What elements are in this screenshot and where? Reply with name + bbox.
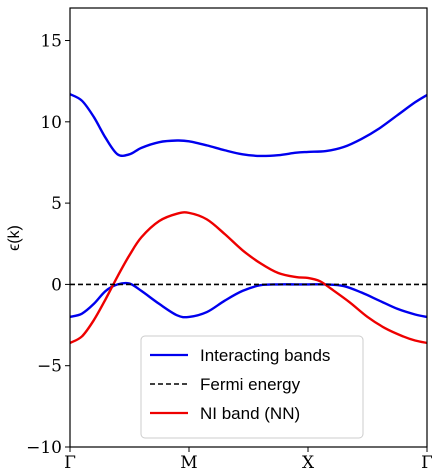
x-tick-label: X bbox=[302, 453, 315, 471]
series-lines bbox=[69, 93, 428, 345]
y-tick-label: 15 bbox=[40, 32, 62, 52]
y-tick-label: 10 bbox=[40, 113, 62, 133]
y-tick-label: 5 bbox=[51, 194, 62, 214]
legend: Interacting bands Fermi energy NI band (… bbox=[140, 335, 364, 439]
legend-label-fermi: Fermi energy bbox=[200, 375, 301, 394]
series-line-interacting-bands-1 bbox=[69, 281, 428, 319]
series-line-interacting-bands-0 bbox=[69, 93, 428, 158]
x-tick-label: Γ bbox=[421, 453, 432, 471]
y-tick-label: 0 bbox=[51, 275, 62, 295]
legend-label-interacting: Interacting bands bbox=[200, 346, 330, 365]
y-tick-label: −5 bbox=[37, 357, 62, 377]
legend-box bbox=[140, 335, 364, 439]
legend-label-ni-band: NI band (NN) bbox=[200, 404, 300, 423]
series-line-ni-band-nn-2 bbox=[69, 211, 428, 345]
x-tick-label: Γ bbox=[64, 453, 76, 471]
plot-frame bbox=[69, 7, 428, 448]
y-axis-label: ϵ(k) bbox=[6, 225, 23, 251]
y-axis-ticks: −10 −5 0 5 10 15 bbox=[26, 32, 70, 458]
y-tick-label: −10 bbox=[26, 438, 62, 458]
x-tick-label: M bbox=[180, 453, 197, 471]
